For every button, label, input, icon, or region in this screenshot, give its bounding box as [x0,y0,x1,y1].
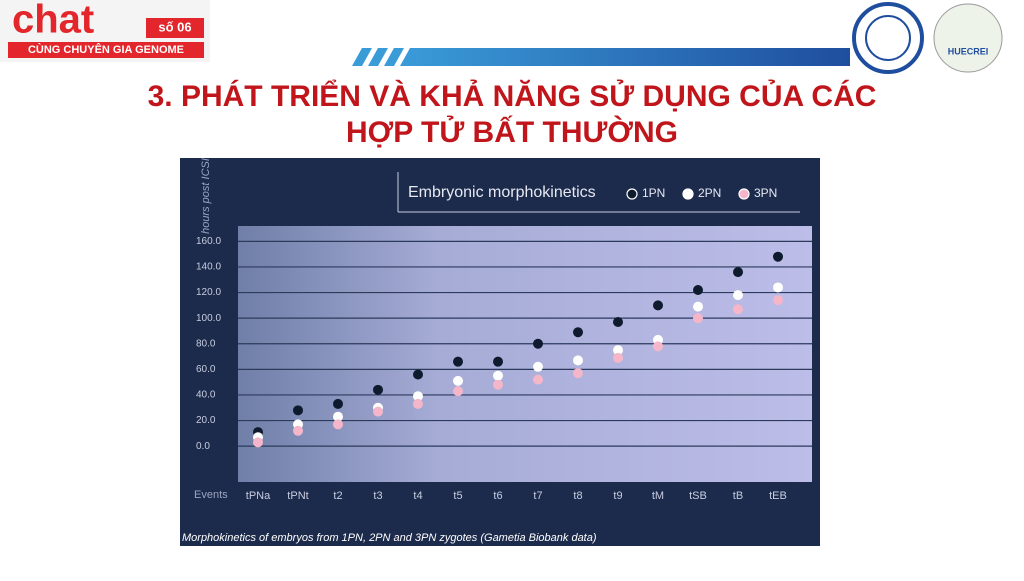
legend-label: 1PN [642,186,665,200]
plot-area [238,226,812,482]
y-tick-label: 100.0 [196,313,221,324]
stripe-slash [368,48,388,66]
x-tick-label: t9 [613,490,622,502]
data-point [373,384,383,395]
data-point [413,369,423,380]
legend-marker [738,188,750,200]
data-point [733,290,743,301]
partner-logo: HUECREI [948,46,989,56]
data-point [613,345,623,356]
data-point [493,356,503,367]
data-point [453,375,463,386]
legend-label: 2PN [698,186,721,200]
x-tick-label: t6 [493,490,502,502]
legend-marker [682,188,694,200]
issue-box [146,18,204,38]
y-tick-label: 60.0 [196,364,216,375]
data-point [493,379,503,390]
data-point [733,267,743,278]
data-point [453,386,463,397]
data-point [293,425,303,436]
stripe-slash [384,48,404,66]
x-tick-label: tEB [769,490,787,502]
x-tick-label: t4 [413,490,422,502]
legend-marker [626,188,638,200]
partner-logo-bg [933,3,1003,73]
chart-title: Embryonic morphokinetics [408,184,596,201]
data-point [293,405,303,416]
data-point [493,370,503,381]
x-tick-label: tM [652,490,664,502]
x-tick-label: t2 [333,490,342,502]
x-tick-label: t8 [573,490,582,502]
data-point [253,437,263,448]
data-point [773,251,783,262]
logo: chat [12,0,94,42]
x-axis-label: Events [194,489,228,501]
legend-label: 3PN [754,186,777,200]
data-point [533,374,543,385]
data-point [533,361,543,372]
data-point [693,285,703,295]
caption: Morphokinetics of embryos from 1PN, 2PN … [182,532,597,544]
tagline: CÙNG CHUYÊN GIA GENOME [28,43,184,56]
x-tick-label: tPNa [246,490,271,502]
y-tick-label: 120.0 [196,287,221,298]
data-point [573,368,583,379]
x-tick-label: t7 [533,490,542,502]
y-tick-label: 40.0 [196,390,216,401]
data-point [573,355,583,366]
data-point [733,304,743,315]
data-point [693,313,703,324]
tagline-bg [8,42,204,58]
y-tick-label: 140.0 [196,262,221,273]
data-point [653,341,663,352]
stripe [400,48,850,66]
data-point [413,398,423,409]
x-tick-label: tPNt [287,490,308,502]
data-point [613,317,623,327]
slide-title: 3. PHÁT TRIỂN VÀ KHẢ NĂNG SỬ DỤNG CỦA CÁ… [148,79,877,113]
slide-title: HỢP TỬ BẤT THƯỜNG [346,115,678,149]
data-point [773,282,783,293]
x-tick-label: tB [733,490,743,502]
y-axis-label: hours post ICSI [200,158,212,234]
data-point [773,295,783,306]
data-point [373,406,383,417]
data-point [693,301,703,312]
x-tick-label: t5 [453,490,462,502]
data-point [573,327,583,338]
data-point [333,398,343,409]
x-tick-label: tSB [689,490,707,502]
data-point [533,338,543,349]
y-tick-label: 80.0 [196,338,216,349]
y-tick-label: 20.0 [196,415,216,426]
data-point [453,356,463,367]
issue: số 06 [158,19,191,34]
data-point [333,411,343,422]
y-tick-label: 0.0 [196,441,210,452]
university-seal [865,15,911,61]
x-tick-label: t3 [373,490,382,502]
data-point [653,300,663,311]
data-point [413,391,423,402]
university-seal [852,2,924,74]
data-point [613,352,623,363]
data-point [333,419,343,430]
y-tick-label: 160.0 [196,236,221,247]
stripe-slash [352,48,372,66]
